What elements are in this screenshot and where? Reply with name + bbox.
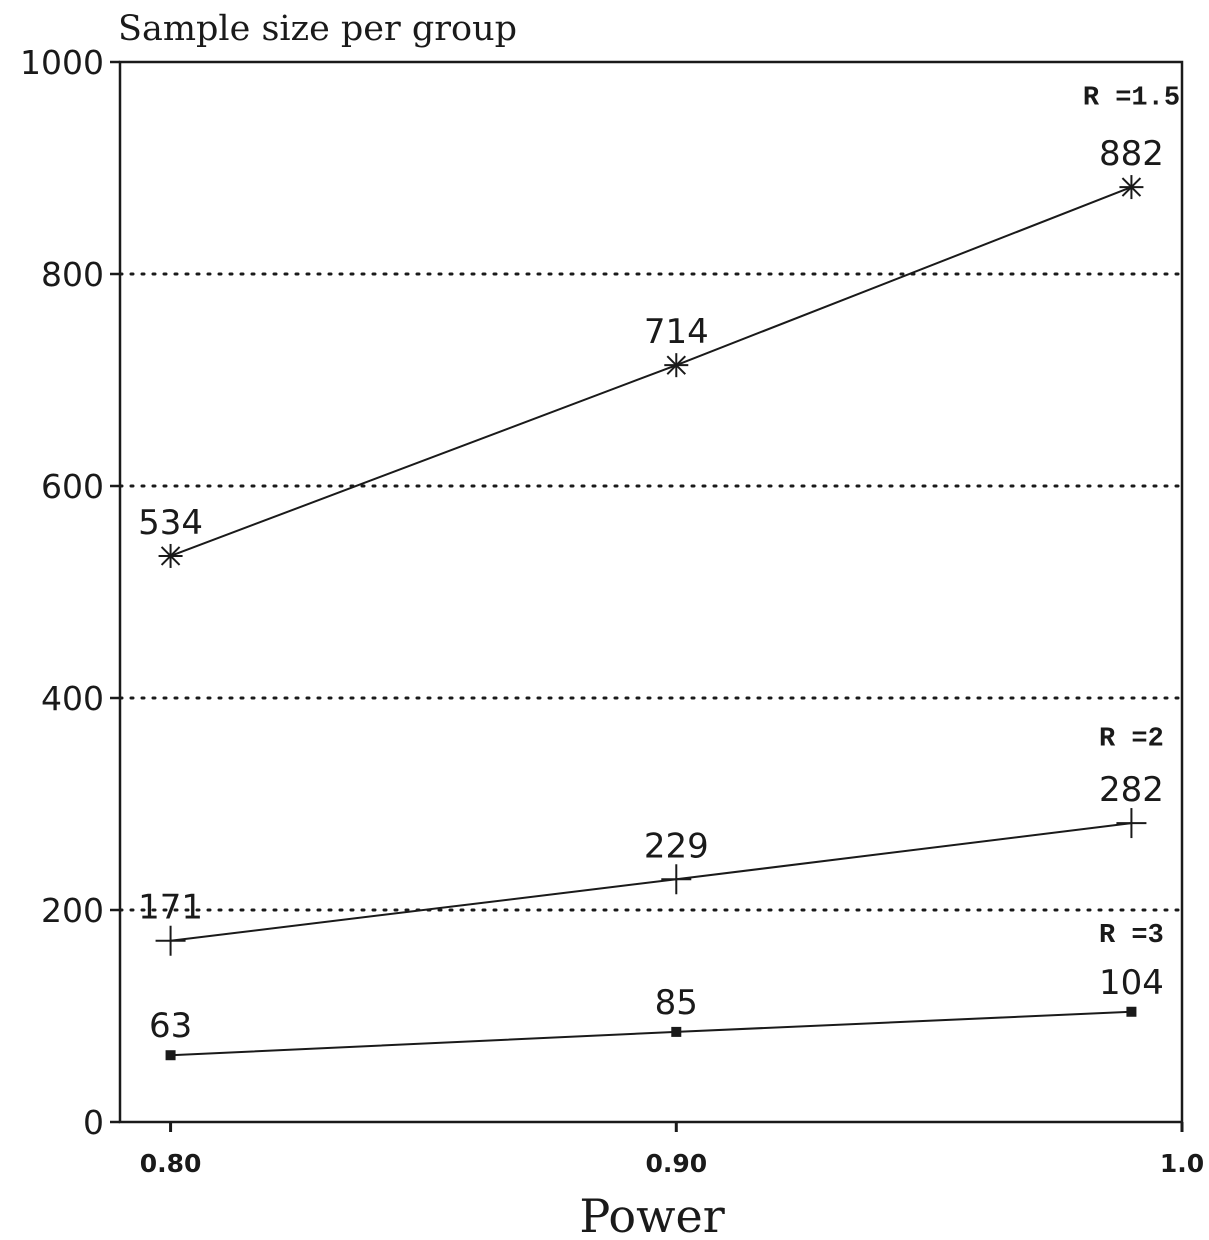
- data-label: 714: [644, 312, 709, 352]
- series-name-label: R =3: [1099, 921, 1164, 951]
- y-tick-label: 600: [41, 467, 104, 506]
- data-point: [155, 925, 186, 956]
- data-point: [1116, 808, 1147, 839]
- x-axis-ticks: 0.80 0.90 1.0: [140, 1122, 1204, 1178]
- data-point: [1126, 1006, 1137, 1017]
- series-2: 171 229 282 R =2: [138, 725, 1164, 956]
- data-label: 85: [655, 983, 698, 1023]
- series-line: [170, 186, 1132, 557]
- data-label: 534: [138, 503, 203, 543]
- y-tick-label: 1000: [20, 43, 104, 82]
- x-axis-label: Power: [579, 1189, 724, 1240]
- y-tick-label: 200: [41, 891, 104, 930]
- data-label: 229: [644, 826, 709, 866]
- gridlines: [118, 272, 1184, 912]
- data-point: [664, 353, 689, 378]
- data-label: 882: [1099, 134, 1164, 174]
- plot-frame: [118, 60, 1184, 1124]
- series-name-label: R =2: [1099, 725, 1164, 755]
- y-tick-label: 800: [41, 255, 104, 294]
- y-tick-label: 400: [41, 679, 104, 718]
- data-point: [671, 1026, 682, 1037]
- x-tick-label: 0.80: [140, 1149, 202, 1178]
- x-tick-label: 0.90: [645, 1149, 707, 1178]
- data-point: [165, 1050, 176, 1061]
- data-label: 63: [149, 1006, 192, 1046]
- data-label: 282: [1099, 770, 1164, 810]
- y-tick-label: 0: [83, 1103, 104, 1142]
- data-point: [1119, 175, 1144, 200]
- chart-title: Sample size per group: [118, 9, 517, 49]
- data-point: [158, 543, 183, 568]
- series-line: [170, 1010, 1132, 1057]
- data-point: [661, 864, 692, 895]
- y-axis-ticks: 0 200 400 600 800 1000: [20, 43, 120, 1142]
- series-name-label: R =1.5: [1083, 83, 1180, 113]
- data-label: 171: [138, 888, 203, 928]
- data-label: 104: [1099, 963, 1164, 1003]
- series-3: 63 85 104 R =3: [149, 921, 1164, 1061]
- x-tick-label: 1.0: [1160, 1149, 1204, 1178]
- series-1: 534 714 882 R =1.5: [138, 83, 1180, 568]
- series-group: 534 714 882 R =1.5 171 229 282 R =2 63 85 104 R =3: [138, 83, 1180, 1061]
